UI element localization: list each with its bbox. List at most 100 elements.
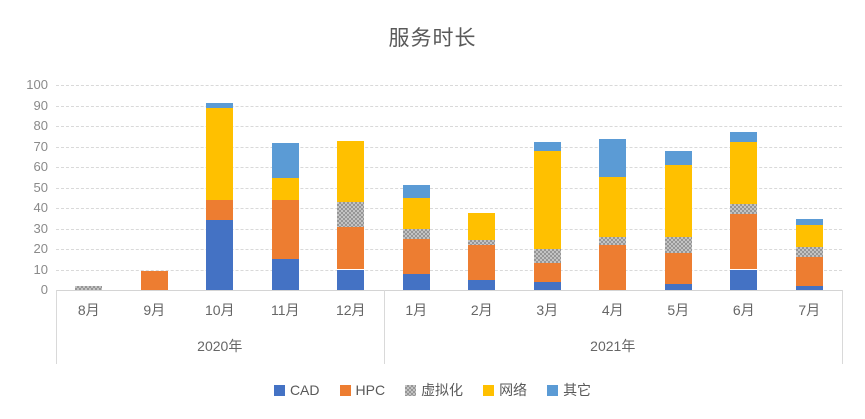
legend-marker-网络 (483, 384, 495, 396)
bar-segment-10月-其它 (206, 103, 234, 108)
legend-label-CAD: CAD (289, 382, 320, 398)
x-axis-month-label: 3月 (536, 302, 559, 318)
y-axis-tick-label: 70 (33, 138, 48, 154)
bar-segment-3月-HPC (533, 263, 561, 282)
legend-item-其它: 其它 (547, 380, 591, 400)
bar-segment-2月-HPC (468, 244, 496, 280)
axis-separator (56, 290, 57, 364)
y-axis-tick-label: 30 (33, 220, 48, 236)
legend-marker-HPC (339, 384, 351, 396)
bar-segment-6月-CAD (730, 269, 758, 290)
bar-segment-2月-虚拟化 (468, 239, 496, 245)
bar-segment-3月-CAD (533, 281, 561, 290)
x-axis-month-label: 9月 (143, 302, 166, 318)
bar-segment-12月-虚拟化 (337, 201, 365, 228)
gridline-y30 (56, 228, 842, 230)
y-axis-tick-label: 0 (40, 282, 48, 297)
legend-item-CAD: CAD (273, 382, 320, 398)
bar-segment-4月-其它 (599, 139, 627, 178)
x-axis-month-label: 11月 (270, 302, 300, 318)
bar-segment-5月-CAD (664, 283, 692, 290)
gridline-y100 (56, 85, 842, 86)
gridline-y70 (56, 146, 842, 148)
legend-marker-虚拟化 (405, 384, 417, 396)
bar-segment-2月-CAD (468, 279, 496, 290)
bar-segment-1月-CAD (402, 273, 430, 290)
bar-segment-1月-其它 (402, 185, 430, 198)
bar-segment-10月-HPC (206, 199, 234, 221)
bar-segment-4月-HPC (599, 244, 627, 290)
gridline-y80 (56, 126, 842, 127)
bar-segment-5月-网络 (664, 164, 692, 237)
y-axis-tick-label: 20 (33, 241, 48, 256)
bar-segment-12月-CAD (337, 269, 365, 290)
bar-segment-1月-虚拟化 (402, 228, 430, 239)
bar-segment-7月-虚拟化 (795, 246, 823, 258)
gridline-y0 (56, 290, 842, 291)
bar-segment-8月-虚拟化 (75, 285, 103, 290)
x-axis-month-label: 2月 (470, 302, 493, 318)
axis-separator (842, 290, 843, 364)
x-axis-month-label: 12月 (335, 302, 366, 318)
bar-segment-12月-HPC (337, 227, 365, 270)
bar-segment-5月-虚拟化 (664, 236, 692, 254)
x-axis-year-label: 2021年 (590, 338, 636, 354)
legend-item-虚拟化: 虚拟化 (405, 380, 463, 400)
bar-segment-11月-网络 (271, 178, 299, 200)
y-axis-tick-label: 80 (33, 118, 48, 133)
chart-title: 服务时长 (388, 27, 477, 50)
legend: CAD HPC 虚拟化 网络 其它 (0, 380, 865, 400)
y-axis-tick-label: 50 (33, 179, 48, 195)
bar-segment-7月-HPC (795, 257, 823, 286)
bar-segment-11月-HPC (271, 199, 299, 260)
gridline-y10 (56, 269, 842, 271)
bar-segment-11月-其它 (271, 143, 299, 179)
gridline-y40 (56, 208, 842, 209)
bar-segment-1月-网络 (402, 197, 430, 229)
bar-segment-10月-CAD (206, 220, 234, 290)
bar-segment-4月-网络 (599, 177, 627, 237)
gridline-y50 (56, 187, 842, 189)
bar-segment-7月-网络 (795, 225, 823, 247)
axis-separator (383, 290, 385, 364)
bar-segment-5月-HPC (664, 253, 692, 284)
bar-segment-4月-虚拟化 (599, 236, 627, 245)
bar-segment-11月-CAD (271, 259, 299, 290)
y-axis-tick-label: 90 (33, 97, 48, 113)
bar-segment-3月-虚拟化 (533, 249, 561, 264)
x-axis-month-label: 5月 (667, 302, 690, 318)
bar-segment-6月-其它 (730, 132, 758, 143)
legend-item-网络: 网络 (483, 380, 527, 400)
x-axis-year-label: 2020年 (197, 338, 243, 354)
bar-segment-6月-网络 (730, 142, 758, 204)
x-axis-month-label: 6月 (732, 302, 755, 318)
gridline-y90 (56, 105, 842, 107)
legend-label-虚拟化: 虚拟化 (421, 382, 464, 398)
legend-label-网络: 网络 (499, 382, 528, 398)
y-axis-tick-label: 60 (33, 159, 48, 174)
bar-segment-3月-其它 (533, 142, 561, 151)
legend-marker-其它 (547, 384, 559, 396)
x-axis-month-label: 10月 (204, 302, 235, 318)
bar-segment-1月-HPC (402, 238, 430, 274)
legend-marker-CAD (273, 384, 285, 396)
bar-segment-7月-CAD (795, 285, 823, 290)
x-axis-month-label: 7月 (798, 302, 821, 318)
bar-segment-2月-网络 (468, 213, 496, 240)
bar-segment-6月-HPC (730, 214, 758, 270)
bar-segment-10月-网络 (206, 107, 234, 200)
legend-label-HPC: HPC (355, 382, 386, 398)
bar-segment-9月-HPC (140, 270, 168, 290)
x-axis-month-label: 8月 (77, 302, 100, 318)
legend-item-HPC: HPC (339, 382, 386, 398)
bar-segment-7月-其它 (795, 219, 823, 226)
y-axis-tick-label: 40 (33, 200, 48, 215)
legend-label-其它: 其它 (563, 382, 592, 398)
y-axis-tick-label: 10 (33, 261, 48, 277)
x-axis-month-label: 4月 (601, 302, 624, 318)
y-axis-tick-label: 100 (26, 77, 48, 92)
bar-segment-5月-其它 (664, 150, 692, 165)
gridline-y60 (56, 167, 842, 168)
bar-segment-3月-网络 (533, 150, 561, 249)
